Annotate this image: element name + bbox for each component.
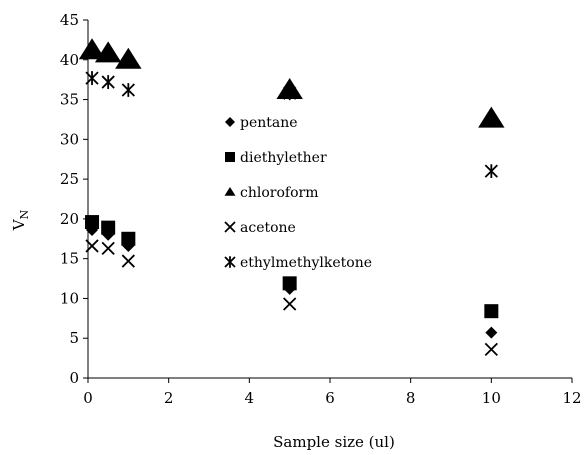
tick-marks bbox=[83, 19, 573, 383]
tick-labels: 0 5 10 15 20 25 30 35 40 45 0 2 4 6 8 10 12 bbox=[60, 11, 582, 407]
legend-marker-diethylether bbox=[225, 152, 235, 162]
legend-marker-acetone bbox=[224, 221, 236, 233]
y-tick-label: 0 bbox=[69, 369, 79, 387]
data-point-ethylmethylketone bbox=[85, 71, 99, 85]
y-tick-label: 5 bbox=[69, 329, 79, 347]
data-point-diethylether bbox=[85, 215, 100, 230]
data-point-chloroform bbox=[94, 41, 122, 63]
series-diethylether bbox=[85, 215, 499, 319]
x-tick-label: 2 bbox=[164, 389, 174, 407]
legend-label-diethylether: diethylether bbox=[240, 150, 327, 166]
data-point-acetone bbox=[85, 239, 99, 253]
legend-label-acetone: acetone bbox=[240, 220, 296, 236]
y-axis-title-main: V bbox=[10, 218, 28, 231]
data-point-diethylether bbox=[121, 231, 136, 246]
data-point-diethylether bbox=[101, 220, 116, 235]
data-point-ethylmethylketone bbox=[121, 83, 135, 97]
y-tick-label: 10 bbox=[60, 289, 79, 307]
data-point-ethylmethylketone bbox=[101, 75, 115, 89]
legend-label-ethylmethylketone: ethylmethylketone bbox=[240, 255, 372, 271]
y-tick-label: 15 bbox=[60, 250, 79, 268]
data-point-acetone bbox=[101, 241, 115, 255]
legend-marker-pentane bbox=[225, 117, 235, 127]
data-point-ethylmethylketone bbox=[283, 86, 297, 101]
legend: pentane diethylether chloroform acetone ethy… bbox=[224, 115, 372, 271]
data-point-acetone bbox=[484, 342, 498, 356]
y-tick-label: 40 bbox=[60, 51, 79, 69]
x-tick-label: 10 bbox=[482, 389, 501, 407]
y-tick-label: 20 bbox=[60, 210, 79, 228]
data-point-pentane bbox=[485, 326, 498, 339]
data-point-diethylether bbox=[282, 276, 297, 291]
y-tick-label: 35 bbox=[60, 91, 79, 109]
legend-marker-ethylmethylketone bbox=[224, 256, 236, 268]
data-point-acetone bbox=[283, 297, 297, 311]
y-tick-label: 30 bbox=[60, 130, 79, 148]
x-axis-title: Sample size (ul) bbox=[273, 433, 395, 451]
x-tick-label: 4 bbox=[245, 389, 255, 407]
x-tick-label: 8 bbox=[406, 389, 416, 407]
data-point-diethylether bbox=[484, 304, 499, 319]
y-axis-title-sub: N bbox=[18, 209, 31, 219]
y-tick-label: 25 bbox=[60, 170, 79, 188]
axes bbox=[87, 20, 572, 379]
legend-label-chloroform: chloroform bbox=[240, 185, 318, 201]
legend-marker-chloroform bbox=[224, 187, 236, 196]
data-point-chloroform bbox=[478, 106, 505, 128]
x-tick-label: 12 bbox=[562, 389, 581, 407]
data-point-ethylmethylketone bbox=[484, 164, 498, 179]
x-tick-label: 0 bbox=[83, 389, 93, 407]
y-tick-label: 45 bbox=[60, 11, 79, 29]
data-point-chloroform bbox=[115, 47, 142, 69]
data-point-acetone bbox=[121, 254, 135, 268]
x-tick-label: 6 bbox=[325, 389, 335, 407]
series-ethylmethylketone bbox=[85, 71, 498, 179]
legend-label-pentane: pentane bbox=[240, 115, 298, 131]
y-axis-title: VN bbox=[10, 209, 31, 231]
data-point-chloroform bbox=[78, 38, 106, 60]
data-points bbox=[78, 38, 505, 356]
series-acetone bbox=[85, 239, 498, 356]
